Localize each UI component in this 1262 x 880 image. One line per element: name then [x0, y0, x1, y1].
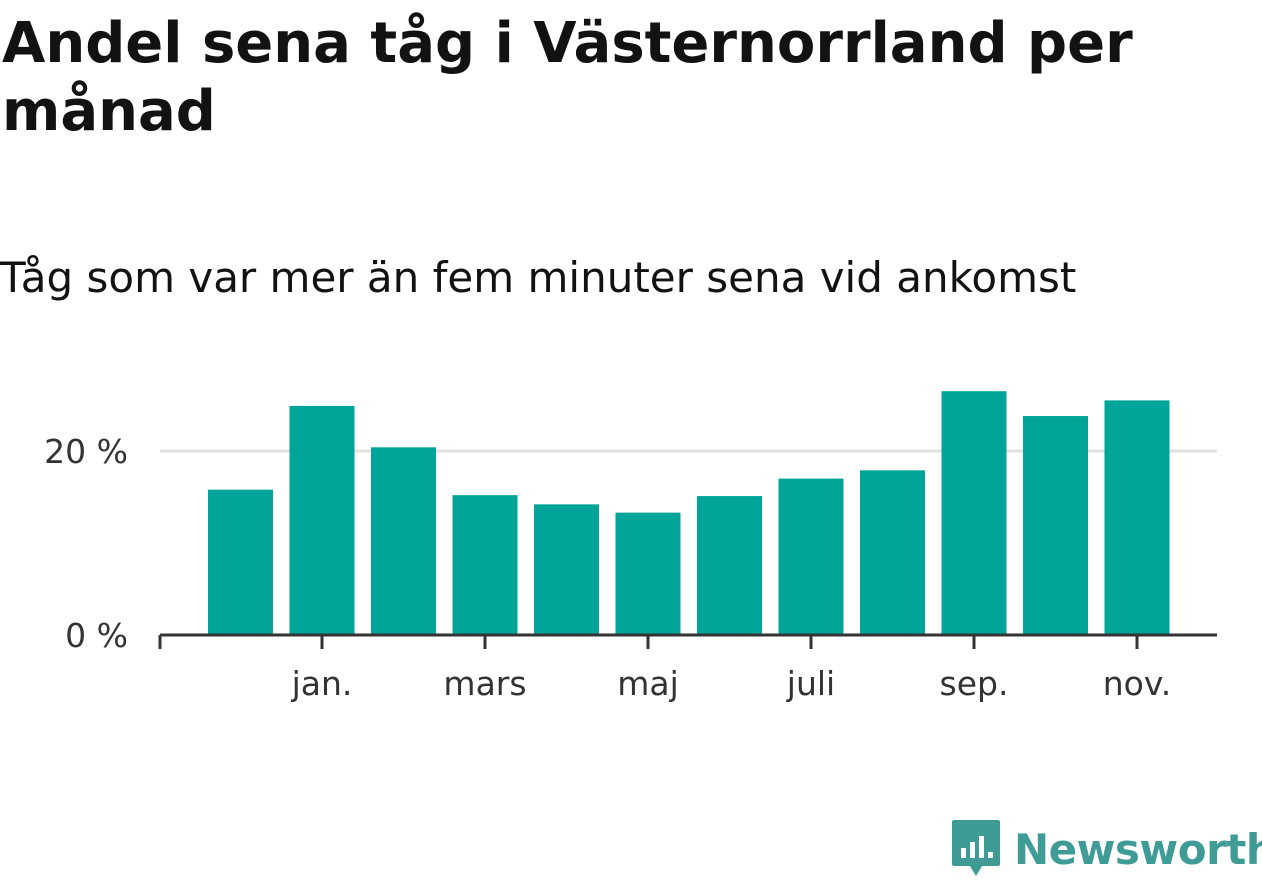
axes — [158, 633, 1217, 649]
x-tick-label: jan. — [291, 664, 353, 703]
bar-juni — [697, 496, 762, 635]
bar-okt — [1023, 416, 1088, 635]
bar-mars — [452, 495, 518, 635]
bar-nov — [1104, 400, 1170, 635]
x-tick-label: sep. — [940, 664, 1009, 703]
y-tick-label: 0 % — [65, 616, 128, 655]
y-tick-label: 20 % — [44, 432, 128, 471]
brand-name: Newsworthy — [1014, 824, 1262, 874]
bar-feb — [371, 447, 436, 635]
chart-title: Andel sena tåg i Västernorrland per måna… — [2, 11, 1133, 144]
bar-sep — [941, 391, 1007, 635]
bar-maj — [615, 512, 681, 635]
x-tick-labels: jan. mars maj juli sep. nov. — [291, 664, 1172, 703]
chart-subtitle: Tåg som var mer än fem minuter sena vid … — [0, 253, 1077, 302]
x-tick-label: nov. — [1103, 664, 1172, 703]
x-tick-label: mars — [443, 664, 526, 703]
bars — [208, 391, 1170, 635]
bar-aug — [860, 470, 925, 635]
bar-dec — [208, 489, 273, 635]
bar-juli — [778, 478, 844, 635]
x-tick-label: maj — [617, 664, 679, 703]
bar-jan — [289, 405, 355, 635]
newsworthy-logo-icon — [952, 820, 1000, 876]
y-tick-labels: 0 % 20 % — [44, 432, 128, 655]
newsworthy-logo: Newsworthy — [950, 818, 1262, 880]
x-tick-label: juli — [786, 664, 835, 703]
bar-april — [534, 504, 599, 635]
